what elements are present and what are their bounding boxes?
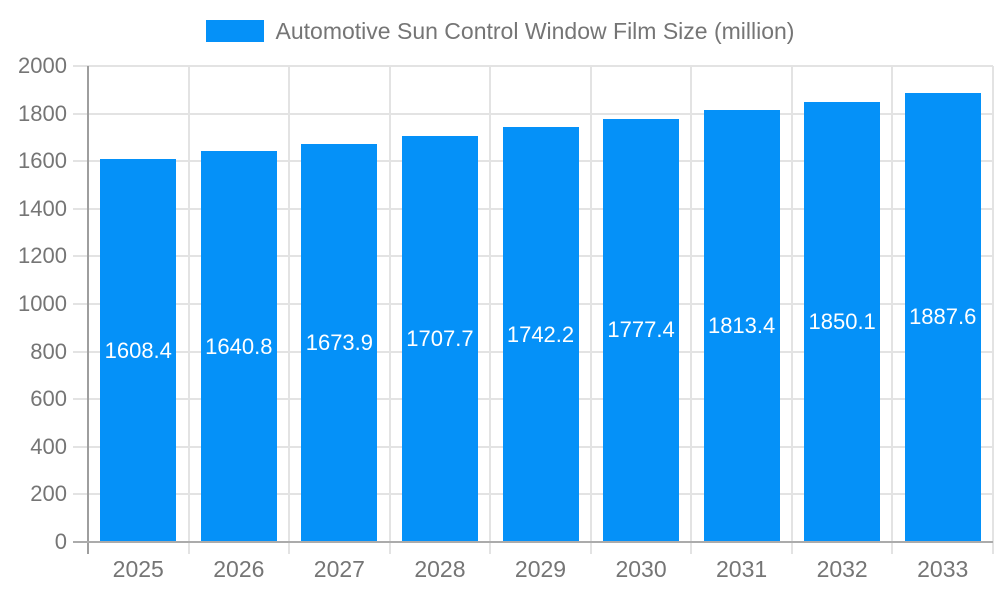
y-axis-tick-label: 200 (30, 481, 67, 507)
x-axis-tick-label: 2032 (816, 556, 868, 582)
y-axis-tick-label: 1800 (18, 100, 67, 126)
bar-2026[interactable] (200, 151, 277, 542)
x-axis-tick-label: 2030 (615, 556, 667, 582)
x-axis-tick-label: 2026 (213, 556, 265, 582)
bar-value-label: 1850.1 (808, 308, 876, 334)
y-gridline (73, 65, 993, 67)
y-axis-tick-label: 400 (30, 433, 67, 459)
x-gridline (891, 66, 894, 554)
plot-area: 0 200 400 600 800 1000 1200 1400 1600 1800 2000 160… (18, 55, 994, 582)
x-gridline (388, 66, 391, 554)
legend-label: Automotive Sun Control Window Film Size … (275, 17, 795, 44)
x-gridline (489, 66, 492, 554)
bar-value-label: 1640.8 (205, 333, 273, 359)
chart-legend[interactable]: Automotive Sun Control Window Film Size … (0, 12, 1000, 50)
x-gridline (690, 66, 693, 554)
bar-2033[interactable] (904, 92, 981, 542)
y-gridline (73, 112, 993, 115)
x-axis-line (73, 541, 993, 543)
bar-2032[interactable] (804, 101, 881, 542)
x-axis-tick-label: 2033 (917, 556, 969, 582)
x-gridline (288, 66, 291, 554)
y-axis-tick-label: 1400 (18, 195, 67, 221)
x-axis-tick-label: 2029 (514, 556, 567, 582)
y-axis-tick-label: 800 (30, 338, 67, 364)
y-axis-tick-label: 2000 (18, 53, 67, 78)
bar-value-label: 1673.9 (305, 329, 374, 355)
x-axis-tick-label: 2027 (313, 556, 365, 582)
bar-2030[interactable] (603, 118, 680, 542)
y-axis-tick-label: 1000 (18, 291, 67, 316)
x-gridline (790, 66, 793, 554)
x-gridline (187, 66, 190, 554)
x-axis-tick-label: 2028 (414, 556, 466, 582)
x-gridline (992, 66, 994, 554)
bar-value-label: 1777.4 (607, 317, 675, 343)
bar-2029[interactable] (502, 127, 579, 542)
legend-swatch-icon (205, 20, 264, 42)
bar-2027[interactable] (301, 143, 378, 542)
bar-value-label: 1813.4 (707, 313, 776, 339)
bar-value-label: 1608.4 (104, 337, 172, 363)
bar-value-label: 1887.6 (909, 304, 977, 330)
x-axis-tick-label: 2025 (112, 556, 164, 582)
y-axis-line (87, 66, 89, 554)
y-axis-tick-label: 600 (30, 386, 67, 412)
bar-2031[interactable] (703, 110, 780, 542)
y-axis-tick-label: 1200 (18, 243, 67, 269)
bar-value-label: 1742.2 (506, 321, 575, 347)
x-axis-tick-label: 2031 (716, 556, 768, 582)
bar-2025[interactable] (100, 159, 177, 542)
y-axis-tick-label: 0 (54, 529, 67, 554)
bar-value-label: 1707.7 (406, 325, 474, 351)
x-gridline (589, 66, 592, 554)
y-axis-tick-label: 1600 (18, 148, 67, 174)
bar-2028[interactable] (401, 135, 478, 542)
